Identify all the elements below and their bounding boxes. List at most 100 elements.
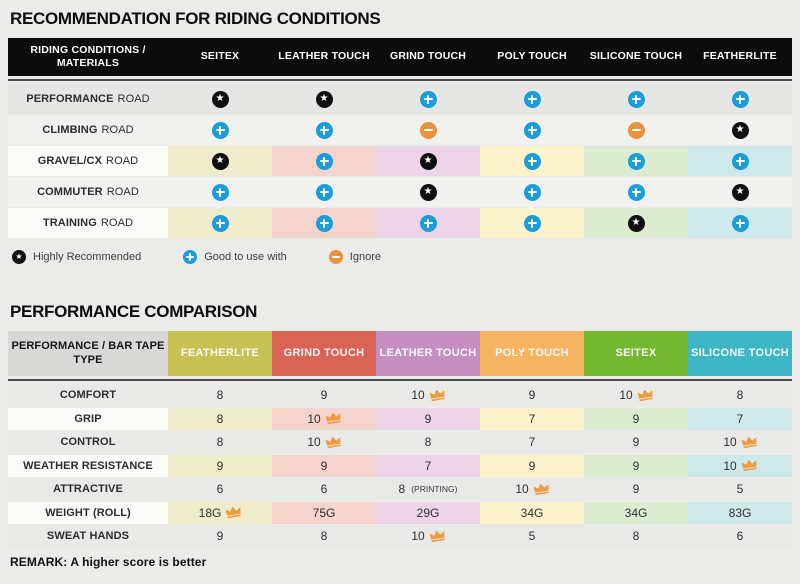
score-cell: 10 xyxy=(376,384,480,406)
crown-icon xyxy=(325,411,342,428)
riding-conditions-title: RECOMMENDATION FOR RIDING CONDITIONS xyxy=(10,9,381,28)
row-label: ATTRACTIVE xyxy=(8,478,168,500)
score-value: 8 xyxy=(398,482,406,496)
table-row: WEATHER RESISTANCE 9 9 7 9 9 10 xyxy=(8,454,792,477)
score-cell: 34G xyxy=(480,501,584,524)
score-value: 8 xyxy=(216,411,224,426)
rating-cell xyxy=(168,115,272,145)
column-header: SILICONE TOUCH xyxy=(589,50,683,63)
score-cell: 10 xyxy=(688,431,792,453)
plus-icon xyxy=(627,90,645,108)
score-value: 34G xyxy=(520,505,544,520)
score-cell: 5 xyxy=(688,478,792,500)
score-value: 7 xyxy=(424,458,432,473)
row-label: COMMUTER ROAD xyxy=(8,177,168,207)
column-header: FEATHERLITE xyxy=(168,331,272,376)
star-icon: ★ xyxy=(419,183,437,201)
star-icon: ★ xyxy=(419,152,437,170)
score-value: 10 xyxy=(307,435,321,449)
row-label: CONTROL xyxy=(8,431,168,453)
rating-cell xyxy=(272,208,376,238)
riding-header-label: RIDING CONDITIONS / MATERIALS xyxy=(30,43,146,69)
star-icon: ★ xyxy=(731,183,749,201)
score-cell: 9 xyxy=(376,407,480,430)
rating-cell xyxy=(376,115,480,145)
plus-icon xyxy=(627,183,645,201)
row-label: GRAVEL/CX ROAD xyxy=(8,146,168,176)
rating-cell xyxy=(272,146,376,176)
minus-icon xyxy=(419,121,437,139)
rating-cell: ★ xyxy=(584,208,688,238)
score-cell: 8 xyxy=(584,525,688,547)
score-value: 6 xyxy=(736,529,744,543)
score-cell: 8 xyxy=(688,384,792,406)
score-cell: 8 xyxy=(168,431,272,453)
plus-icon xyxy=(731,90,749,108)
score-value: 10 xyxy=(307,411,321,426)
column-header: SILICONE TOUCH xyxy=(688,331,792,376)
table-row: SWEAT HANDS 9 8 10 5 8 6 xyxy=(8,525,792,547)
rating-cell xyxy=(688,208,792,238)
minus-icon xyxy=(627,121,645,139)
score-value: 34G xyxy=(624,505,648,520)
plus-icon xyxy=(523,121,541,139)
remark-note: REMARK: A higher score is better xyxy=(10,555,207,569)
score-cell: 9 xyxy=(480,384,584,406)
legend-item-plus: Good to use with xyxy=(183,250,287,264)
rating-cell: ★ xyxy=(272,84,376,114)
score-value: 9 xyxy=(320,388,328,402)
score-value: 7 xyxy=(528,435,536,449)
score-cell: 6 xyxy=(272,478,376,500)
score-cell: 18G xyxy=(168,501,272,524)
score-value: 8 xyxy=(736,388,744,402)
rating-cell xyxy=(480,115,584,145)
plus-icon xyxy=(523,90,541,108)
star-icon: ★ xyxy=(627,214,645,232)
score-cell: 6 xyxy=(168,478,272,500)
rating-cell xyxy=(168,177,272,207)
score-cell: 7 xyxy=(480,431,584,453)
score-value: 10 xyxy=(723,435,737,449)
score-value: 8 xyxy=(320,529,328,543)
icon-legend: ★ Highly Recommended Good to use with Ignor… xyxy=(12,250,792,264)
score-value: 9 xyxy=(632,435,640,449)
rating-cell xyxy=(480,84,584,114)
score-cell: 8 xyxy=(272,525,376,547)
score-value: 6 xyxy=(320,482,328,496)
score-value: 8 xyxy=(424,435,432,449)
rating-cell xyxy=(480,177,584,207)
plus-icon xyxy=(731,214,749,232)
plus-icon xyxy=(523,152,541,170)
score-cell: 9 xyxy=(272,454,376,477)
row-label: COMFORT xyxy=(8,384,168,406)
table-row: GRAVEL/CX ROAD ★ ★ xyxy=(8,146,792,176)
plus-icon xyxy=(183,250,198,264)
performance-comparison-title: PERFORMANCE COMPARISON xyxy=(10,302,258,321)
column-header: GRIND TOUCH xyxy=(389,50,467,63)
score-cell: 34G xyxy=(584,501,688,524)
star-icon: ★ xyxy=(731,121,749,139)
table-row: GRIP 8 10 9 7 9 7 xyxy=(8,407,792,430)
score-cell: 6 xyxy=(688,525,792,547)
table-row: CLIMBING ROAD ★ xyxy=(8,115,792,145)
plus-icon xyxy=(523,214,541,232)
crown-icon xyxy=(741,434,758,451)
table-row: COMMUTER ROAD ★ ★ xyxy=(8,177,792,207)
rating-cell xyxy=(376,208,480,238)
score-value: 18G xyxy=(198,505,222,520)
score-value: 29G xyxy=(416,505,440,520)
score-value: 10 xyxy=(619,388,633,402)
performance-table-header: PERFORMANCE / BAR TAPE TYPE FEATHERLITE G… xyxy=(8,331,792,376)
column-header: LEATHER TOUCH xyxy=(278,50,370,63)
plus-icon xyxy=(315,152,333,170)
rating-cell xyxy=(376,84,480,114)
rating-cell: ★ xyxy=(688,177,792,207)
score-cell: 7 xyxy=(480,407,584,430)
score-cell: 9 xyxy=(584,478,688,500)
rating-cell: ★ xyxy=(376,146,480,176)
score-cell: 7 xyxy=(688,407,792,430)
score-value: 83G xyxy=(728,505,752,520)
score-cell: 10 xyxy=(584,384,688,406)
crown-icon xyxy=(325,434,342,451)
score-cell: 10 xyxy=(272,407,376,430)
